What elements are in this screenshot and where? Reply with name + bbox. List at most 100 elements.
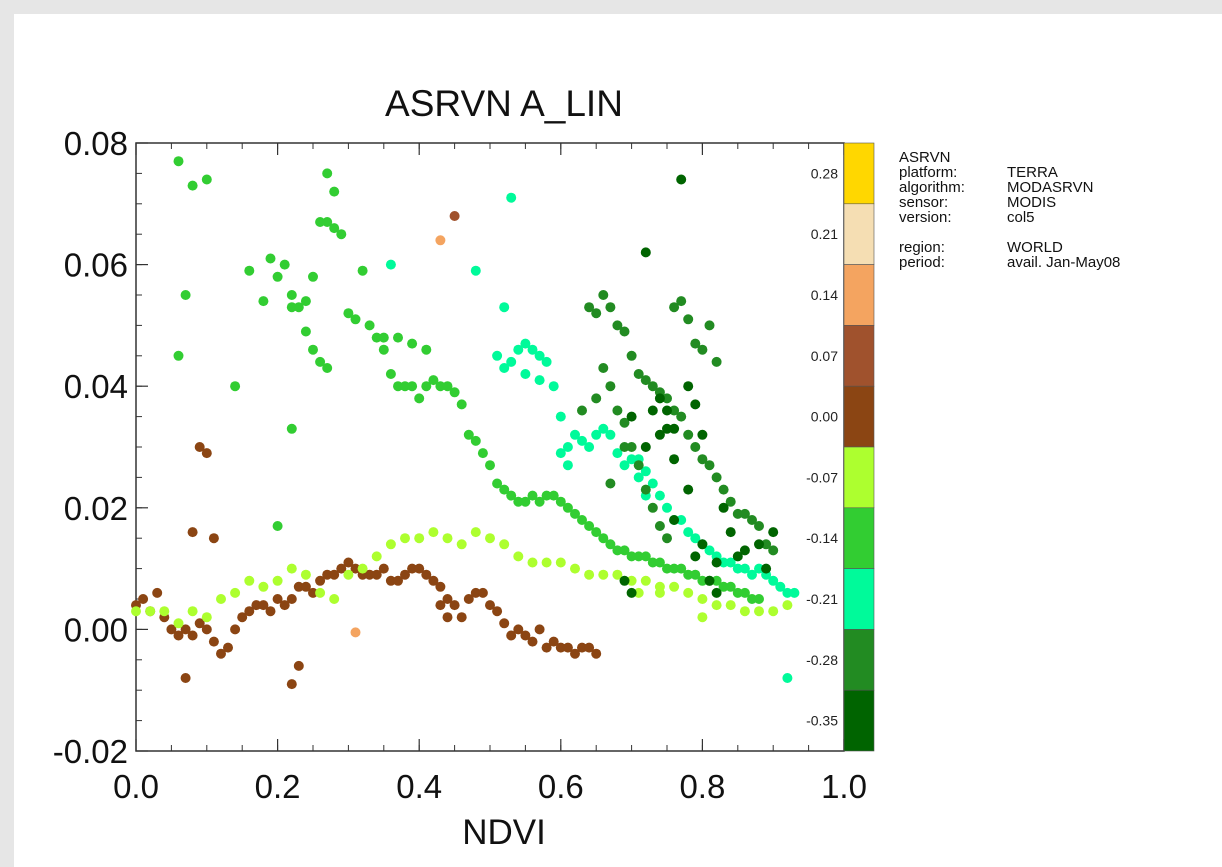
data-point	[435, 235, 446, 246]
data-point	[683, 569, 694, 580]
data-point	[138, 594, 149, 604]
data-point	[541, 642, 552, 653]
data-point	[322, 569, 333, 580]
data-point	[754, 563, 764, 574]
data-point	[754, 594, 764, 604]
data-point	[676, 296, 687, 307]
data-point	[612, 405, 623, 416]
data-point	[244, 606, 255, 617]
data-point	[357, 265, 368, 276]
data-point	[782, 587, 793, 598]
data-point	[612, 320, 623, 331]
data-point	[697, 539, 708, 550]
data-point	[456, 539, 467, 550]
data-point	[654, 557, 665, 568]
data-point	[187, 527, 198, 538]
data-point	[407, 338, 418, 349]
colorbar-label: -0.35	[806, 713, 838, 729]
data-point	[393, 575, 403, 586]
colorbar-segment	[843, 142, 875, 205]
data-point	[669, 302, 680, 313]
data-point	[371, 569, 382, 580]
x-tick-label: 0.4	[396, 768, 442, 805]
data-point	[626, 442, 637, 452]
data-point	[520, 496, 531, 507]
data-point	[230, 587, 241, 598]
colorbar-label: -0.14	[806, 530, 838, 546]
data-point	[605, 429, 616, 440]
data-point	[187, 606, 198, 617]
data-point	[605, 478, 616, 489]
y-tick-label: 0.02	[64, 490, 128, 527]
data-point	[640, 484, 651, 495]
info-key: algorithm:	[899, 179, 965, 196]
data-point	[499, 618, 510, 629]
data-point	[747, 569, 757, 580]
data-point	[647, 557, 658, 568]
data-point	[647, 502, 658, 513]
colorbar-label: 0.28	[811, 165, 838, 181]
data-point	[725, 557, 736, 568]
data-point	[619, 545, 630, 556]
data-point	[300, 326, 311, 337]
data-point	[315, 575, 326, 586]
data-point	[322, 168, 333, 179]
data-point	[279, 600, 290, 611]
data-point	[485, 533, 495, 544]
data-point	[633, 551, 644, 562]
data-point	[300, 569, 311, 580]
data-point	[669, 581, 680, 592]
data-point	[414, 533, 425, 544]
data-point	[208, 636, 219, 647]
data-point	[350, 627, 361, 638]
data-point	[747, 594, 757, 604]
data-point	[131, 606, 141, 617]
data-point	[654, 429, 665, 440]
colorbar-label: -0.28	[806, 652, 838, 668]
data-point	[711, 557, 722, 568]
colorbar-segment	[843, 385, 875, 448]
data-point	[272, 575, 283, 586]
data-point	[782, 600, 793, 611]
data-point	[619, 575, 630, 586]
data-point	[647, 478, 658, 489]
data-point	[378, 332, 389, 343]
data-point	[633, 472, 644, 483]
data-point	[626, 575, 637, 586]
data-point	[265, 606, 276, 617]
data-point	[421, 381, 432, 392]
data-point	[725, 600, 736, 611]
data-point	[286, 290, 297, 300]
data-point	[640, 442, 651, 452]
colorbar-label: -0.07	[806, 469, 838, 485]
data-point	[711, 472, 722, 483]
data-point	[308, 587, 318, 598]
data-point	[378, 563, 389, 574]
data-point	[555, 448, 566, 459]
data-point	[683, 381, 694, 392]
data-point	[619, 460, 630, 471]
data-point	[697, 454, 708, 465]
data-point	[173, 350, 184, 361]
data-point	[357, 563, 368, 574]
data-point	[492, 478, 503, 489]
data-point	[739, 508, 750, 519]
data-point	[527, 636, 538, 647]
data-point	[442, 533, 453, 544]
colorbar-segment	[843, 203, 875, 265]
y-tick-label: 0.06	[64, 247, 128, 284]
data-point	[371, 551, 382, 562]
data-point	[187, 630, 198, 641]
data-point	[463, 594, 474, 604]
data-point	[364, 569, 375, 580]
data-point	[506, 490, 517, 501]
y-tick-label: 0.00	[64, 611, 128, 648]
data-point	[662, 563, 672, 574]
data-point	[201, 624, 212, 635]
data-point	[187, 180, 198, 191]
data-point	[513, 344, 524, 355]
data-point	[761, 563, 772, 574]
data-point	[272, 594, 283, 604]
data-point	[669, 405, 680, 416]
data-point	[633, 369, 644, 379]
